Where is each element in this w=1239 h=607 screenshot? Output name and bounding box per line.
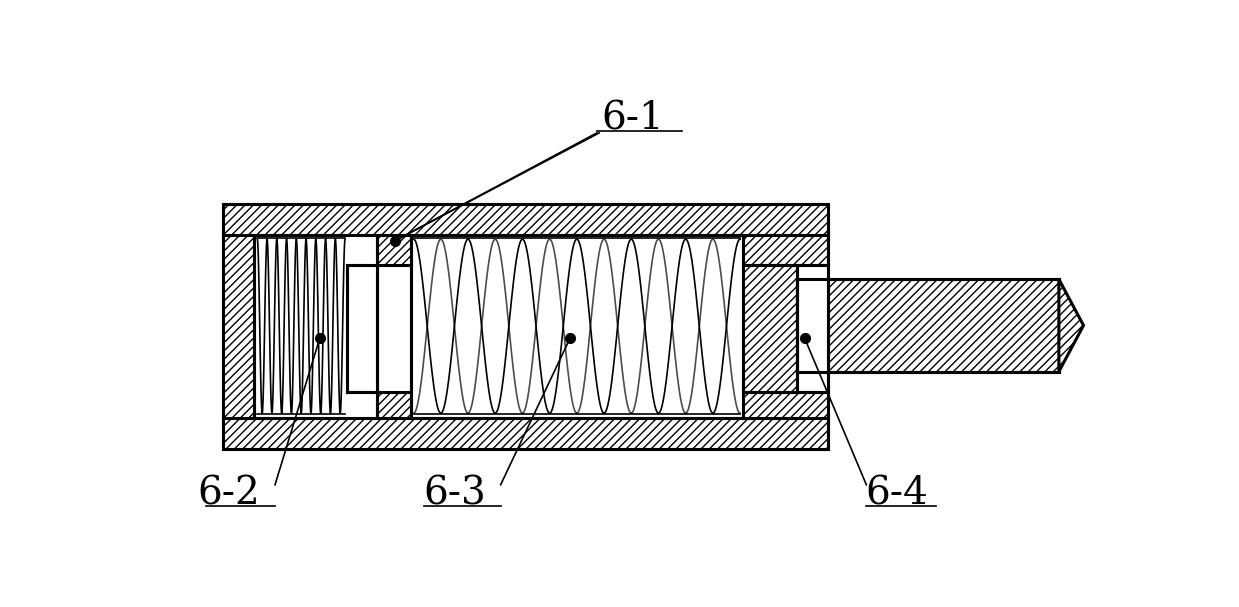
Text: 6-4: 6-4 <box>866 475 928 512</box>
Polygon shape <box>743 234 828 265</box>
Polygon shape <box>223 234 254 418</box>
Polygon shape <box>797 279 1059 371</box>
Text: 6-1: 6-1 <box>602 101 664 138</box>
Polygon shape <box>378 265 410 392</box>
Text: 6-2: 6-2 <box>197 475 260 512</box>
Polygon shape <box>743 392 828 418</box>
Polygon shape <box>378 234 410 265</box>
Polygon shape <box>223 204 828 234</box>
Polygon shape <box>223 418 828 449</box>
Polygon shape <box>347 265 378 392</box>
Text: 6-3: 6-3 <box>422 475 486 512</box>
Polygon shape <box>797 265 828 392</box>
Polygon shape <box>743 265 797 392</box>
Polygon shape <box>378 392 410 418</box>
Polygon shape <box>1059 279 1084 371</box>
